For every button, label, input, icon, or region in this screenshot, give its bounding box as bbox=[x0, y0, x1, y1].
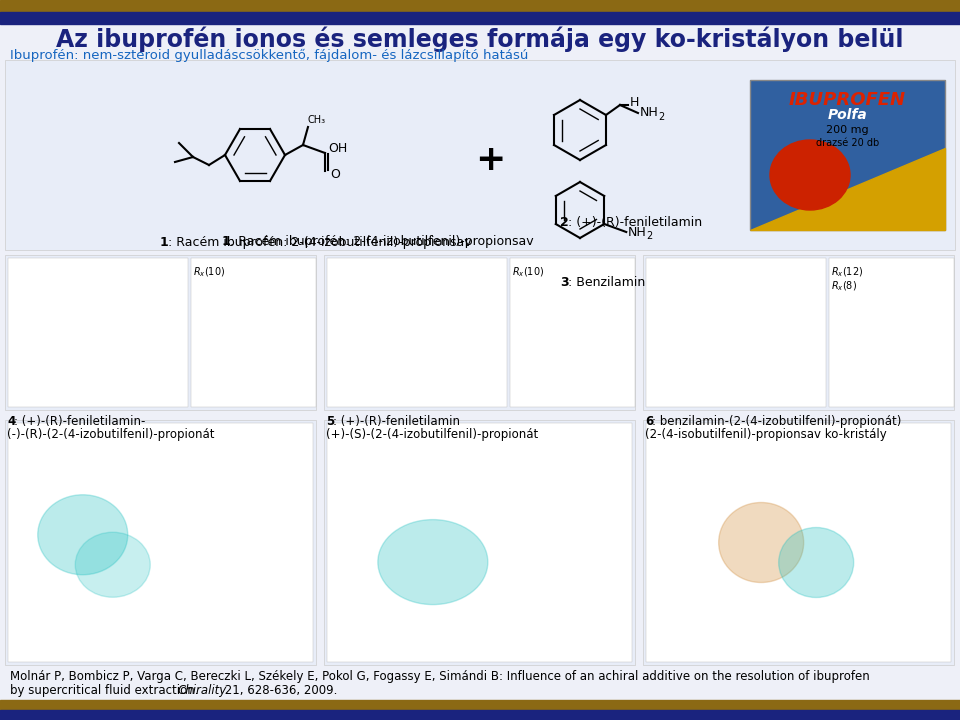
Text: $R_x$(8): $R_x$(8) bbox=[831, 279, 857, 292]
Text: 2: 2 bbox=[658, 112, 664, 122]
Ellipse shape bbox=[779, 528, 853, 598]
Text: Ibuprofén: nem-szteroid gyulladáscsökkentő, fájdalom- és lázcsillapító hatású: Ibuprofén: nem-szteroid gyulladáscsökken… bbox=[10, 48, 528, 62]
Bar bbox=[643, 420, 954, 665]
Bar bbox=[646, 258, 826, 407]
Bar bbox=[5, 255, 316, 410]
Text: 1: 1 bbox=[221, 235, 230, 248]
Text: 1: 1 bbox=[160, 236, 169, 249]
Text: : Benzilamin: : Benzilamin bbox=[568, 276, 645, 289]
Text: Polfa: Polfa bbox=[828, 108, 868, 122]
Text: : (+)-(R)-feniletilamin-: : (+)-(R)-feniletilamin- bbox=[14, 415, 145, 428]
Text: 21, 628-636, 2009.: 21, 628-636, 2009. bbox=[221, 684, 338, 697]
Text: H: H bbox=[630, 96, 639, 109]
Bar bbox=[5, 420, 316, 665]
Text: IBUPROFEN: IBUPROFEN bbox=[789, 91, 906, 109]
Text: : Racém ibuprofén: 2-(4-izobutilfenil)-propionsav: : Racém ibuprofén: 2-(4-izobutilfenil)-p… bbox=[230, 235, 534, 248]
Bar bbox=[0, 700, 960, 710]
Bar bbox=[0, 0, 960, 12]
Text: 200 mg: 200 mg bbox=[827, 125, 869, 135]
Text: 2: 2 bbox=[646, 231, 653, 241]
Text: $R_x$(10): $R_x$(10) bbox=[193, 265, 226, 279]
Bar bbox=[327, 423, 632, 662]
Text: by supercritical fluid extraction.: by supercritical fluid extraction. bbox=[10, 684, 203, 697]
Bar bbox=[8, 423, 313, 662]
Text: 3: 3 bbox=[560, 276, 568, 289]
Text: 5: 5 bbox=[326, 415, 334, 428]
Text: (-)-(R)-(2-(4-izobutilfenil)-propionát: (-)-(R)-(2-(4-izobutilfenil)-propionát bbox=[7, 428, 214, 441]
Text: OH: OH bbox=[328, 142, 348, 155]
Text: : (+)-(R)-feniletilamin: : (+)-(R)-feniletilamin bbox=[333, 415, 460, 428]
Text: 6: 6 bbox=[645, 415, 653, 428]
Bar bbox=[324, 255, 635, 410]
Bar bbox=[8, 258, 188, 407]
Bar bbox=[0, 12, 960, 24]
Text: NH: NH bbox=[640, 107, 659, 120]
Text: (2-(4-isobutilfenil)-propionsav ko-kristály: (2-(4-isobutilfenil)-propionsav ko-krist… bbox=[645, 428, 887, 441]
Text: Molnár P, Bombicz P, Varga C, Bereczki L, Székely E, Pokol G, Fogassy E, Simándi: Molnár P, Bombicz P, Varga C, Bereczki L… bbox=[10, 670, 870, 683]
Ellipse shape bbox=[37, 495, 128, 575]
Bar bbox=[643, 255, 954, 410]
Text: : Racém ibuprofén: 2-(4-izobutilfenil)-propionsav: : Racém ibuprofén: 2-(4-izobutilfenil)-p… bbox=[168, 236, 471, 249]
Polygon shape bbox=[750, 148, 945, 230]
Text: NH: NH bbox=[628, 225, 647, 238]
Text: $R_x$(12): $R_x$(12) bbox=[831, 265, 863, 279]
Text: 4: 4 bbox=[7, 415, 15, 428]
Text: 2: 2 bbox=[560, 216, 568, 229]
Ellipse shape bbox=[770, 140, 850, 210]
Ellipse shape bbox=[75, 532, 151, 598]
Ellipse shape bbox=[378, 520, 488, 605]
Text: : benzilamin-(2-(4-izobutilfenil)-propionát): : benzilamin-(2-(4-izobutilfenil)-propio… bbox=[652, 415, 901, 428]
Bar bbox=[750, 80, 945, 230]
Bar bbox=[829, 258, 954, 407]
Text: Az ibuprofén ionos és semleges formája egy ko-kristályon belül: Az ibuprofén ionos és semleges formája e… bbox=[57, 26, 903, 52]
Text: Chirality: Chirality bbox=[178, 684, 228, 697]
Bar bbox=[510, 258, 635, 407]
Text: +: + bbox=[475, 143, 505, 177]
Bar bbox=[646, 423, 951, 662]
Bar bbox=[191, 258, 316, 407]
Text: CH₃: CH₃ bbox=[308, 115, 326, 125]
Text: drazsé 20 db: drazsé 20 db bbox=[816, 138, 879, 148]
Text: $R_x$(10): $R_x$(10) bbox=[512, 265, 544, 279]
Bar bbox=[5, 60, 955, 250]
Text: : (+)-(R)-feniletilamin: : (+)-(R)-feniletilamin bbox=[568, 216, 702, 229]
Bar bbox=[0, 710, 960, 720]
Text: (+)-(S)-(2-(4-izobutilfenil)-propionát: (+)-(S)-(2-(4-izobutilfenil)-propionát bbox=[326, 428, 539, 441]
Ellipse shape bbox=[719, 503, 804, 582]
Bar bbox=[324, 420, 635, 665]
Bar bbox=[327, 258, 507, 407]
Text: O: O bbox=[330, 168, 340, 181]
